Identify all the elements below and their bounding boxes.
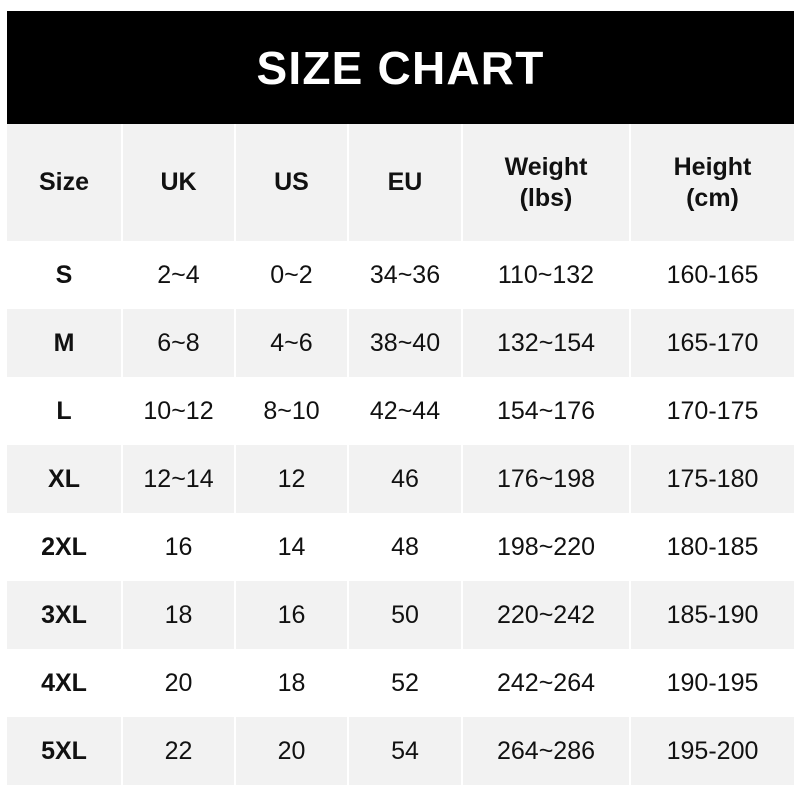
cell-eu: 54 [348, 717, 463, 785]
cell-eu: 52 [348, 649, 463, 717]
column-header-weight: Weight (lbs) [462, 124, 631, 241]
cell-height: 175-180 [666, 464, 759, 493]
table-body: S 2~4 0~2 34~36 110~132 160-165 M 6~8 4~… [7, 241, 794, 785]
cell-us: 16 [235, 581, 349, 649]
cell-height: 160-165 [666, 260, 759, 289]
cell-eu: 48 [348, 513, 463, 581]
cell-uk: 22 [122, 717, 236, 785]
title-band: SIZE CHART [7, 11, 794, 124]
table-row: 4XL 20 18 52 242~264 190-195 [7, 649, 794, 717]
size-chart: SIZE CHART Size UK US EU [7, 11, 794, 785]
cell-uk: 6~8 [122, 309, 236, 377]
cell-height: 180-185 [666, 532, 759, 561]
cell-uk: 2~4 [122, 241, 236, 309]
column-header-uk-label: UK [160, 168, 197, 197]
cell-height: 190-195 [666, 668, 759, 697]
cell-size: 4XL [7, 649, 123, 717]
cell-size: M [7, 309, 123, 377]
cell-eu: 38~40 [348, 309, 463, 377]
cell-us: 14 [235, 513, 349, 581]
cell-weight: 264~286 [462, 717, 631, 785]
column-header-height: Height (cm) [630, 124, 794, 241]
column-header-eu-label: EU [387, 168, 423, 197]
cell-eu: 42~44 [348, 377, 463, 445]
cell-height: 170-175 [666, 396, 759, 425]
cell-uk: 16 [122, 513, 236, 581]
cell-size: XL [7, 445, 123, 513]
cell-us: 4~6 [235, 309, 349, 377]
column-header-weight-unit: (lbs) [519, 183, 573, 212]
cell-height: 195-200 [666, 736, 759, 765]
table-row: M 6~8 4~6 38~40 132~154 165-170 [7, 309, 794, 377]
column-header-height-label: Height [673, 153, 752, 181]
size-chart-table: Size UK US EU Weight (lbs) Height (cm) [7, 124, 794, 785]
cell-uk: 10~12 [122, 377, 236, 445]
table-row: 2XL 16 14 48 198~220 180-185 [7, 513, 794, 581]
table-row: L 10~12 8~10 42~44 154~176 170-175 [7, 377, 794, 445]
column-header-height-unit: (cm) [686, 183, 739, 212]
column-header-size: Size [7, 124, 123, 241]
cell-eu: 46 [348, 445, 463, 513]
cell-size: 2XL [7, 513, 123, 581]
cell-weight: 242~264 [462, 649, 631, 717]
cell-uk: 18 [122, 581, 236, 649]
table-row: XL 12~14 12 46 176~198 175-180 [7, 445, 794, 513]
cell-us: 18 [235, 649, 349, 717]
cell-weight: 176~198 [462, 445, 631, 513]
cell-us: 0~2 [235, 241, 349, 309]
cell-size: 5XL [7, 717, 123, 785]
cell-weight: 198~220 [462, 513, 631, 581]
column-header-us-label: US [274, 168, 309, 197]
cell-us: 8~10 [235, 377, 349, 445]
column-header-eu: EU [348, 124, 463, 241]
table-row: 3XL 18 16 50 220~242 185-190 [7, 581, 794, 649]
column-header-size-label: Size [38, 168, 90, 197]
table-header: Size UK US EU Weight (lbs) Height (cm) [7, 124, 794, 241]
table-row: 5XL 22 20 54 264~286 195-200 [7, 717, 794, 785]
cell-weight: 220~242 [462, 581, 631, 649]
cell-height: 185-190 [666, 600, 759, 629]
cell-weight: 110~132 [462, 241, 631, 309]
cell-uk: 20 [122, 649, 236, 717]
cell-size: S [7, 241, 123, 309]
cell-us: 20 [235, 717, 349, 785]
table-row: S 2~4 0~2 34~36 110~132 160-165 [7, 241, 794, 309]
header-row: Size UK US EU Weight (lbs) Height (cm) [7, 124, 794, 241]
cell-weight: 132~154 [462, 309, 631, 377]
cell-uk: 12~14 [122, 445, 236, 513]
cell-eu: 50 [348, 581, 463, 649]
cell-size: 3XL [7, 581, 123, 649]
page-title: SIZE CHART [256, 41, 545, 94]
column-header-uk: UK [122, 124, 236, 241]
cell-us: 12 [235, 445, 349, 513]
column-header-weight-label: Weight [504, 153, 588, 181]
column-header-us: US [235, 124, 349, 241]
cell-eu: 34~36 [348, 241, 463, 309]
cell-weight: 154~176 [462, 377, 631, 445]
cell-size: L [7, 377, 123, 445]
cell-height: 165-170 [666, 328, 759, 357]
